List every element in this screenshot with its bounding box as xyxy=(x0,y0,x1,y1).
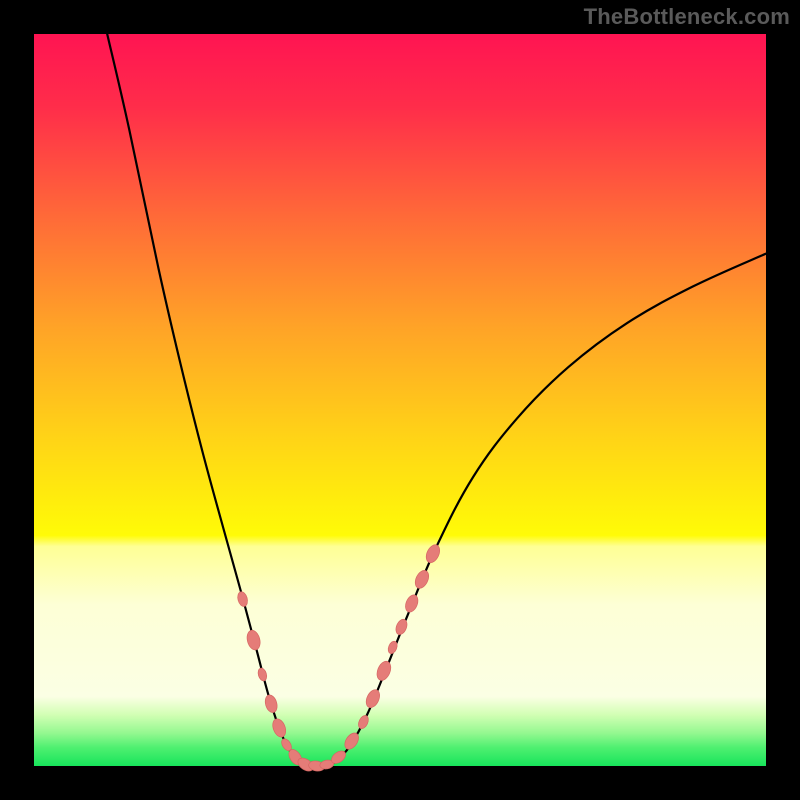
plot-background xyxy=(34,34,766,766)
chart-wrapper: TheBottleneck.com xyxy=(0,0,800,800)
watermark-text: TheBottleneck.com xyxy=(584,4,790,30)
bottleneck-curve-chart xyxy=(0,0,800,800)
